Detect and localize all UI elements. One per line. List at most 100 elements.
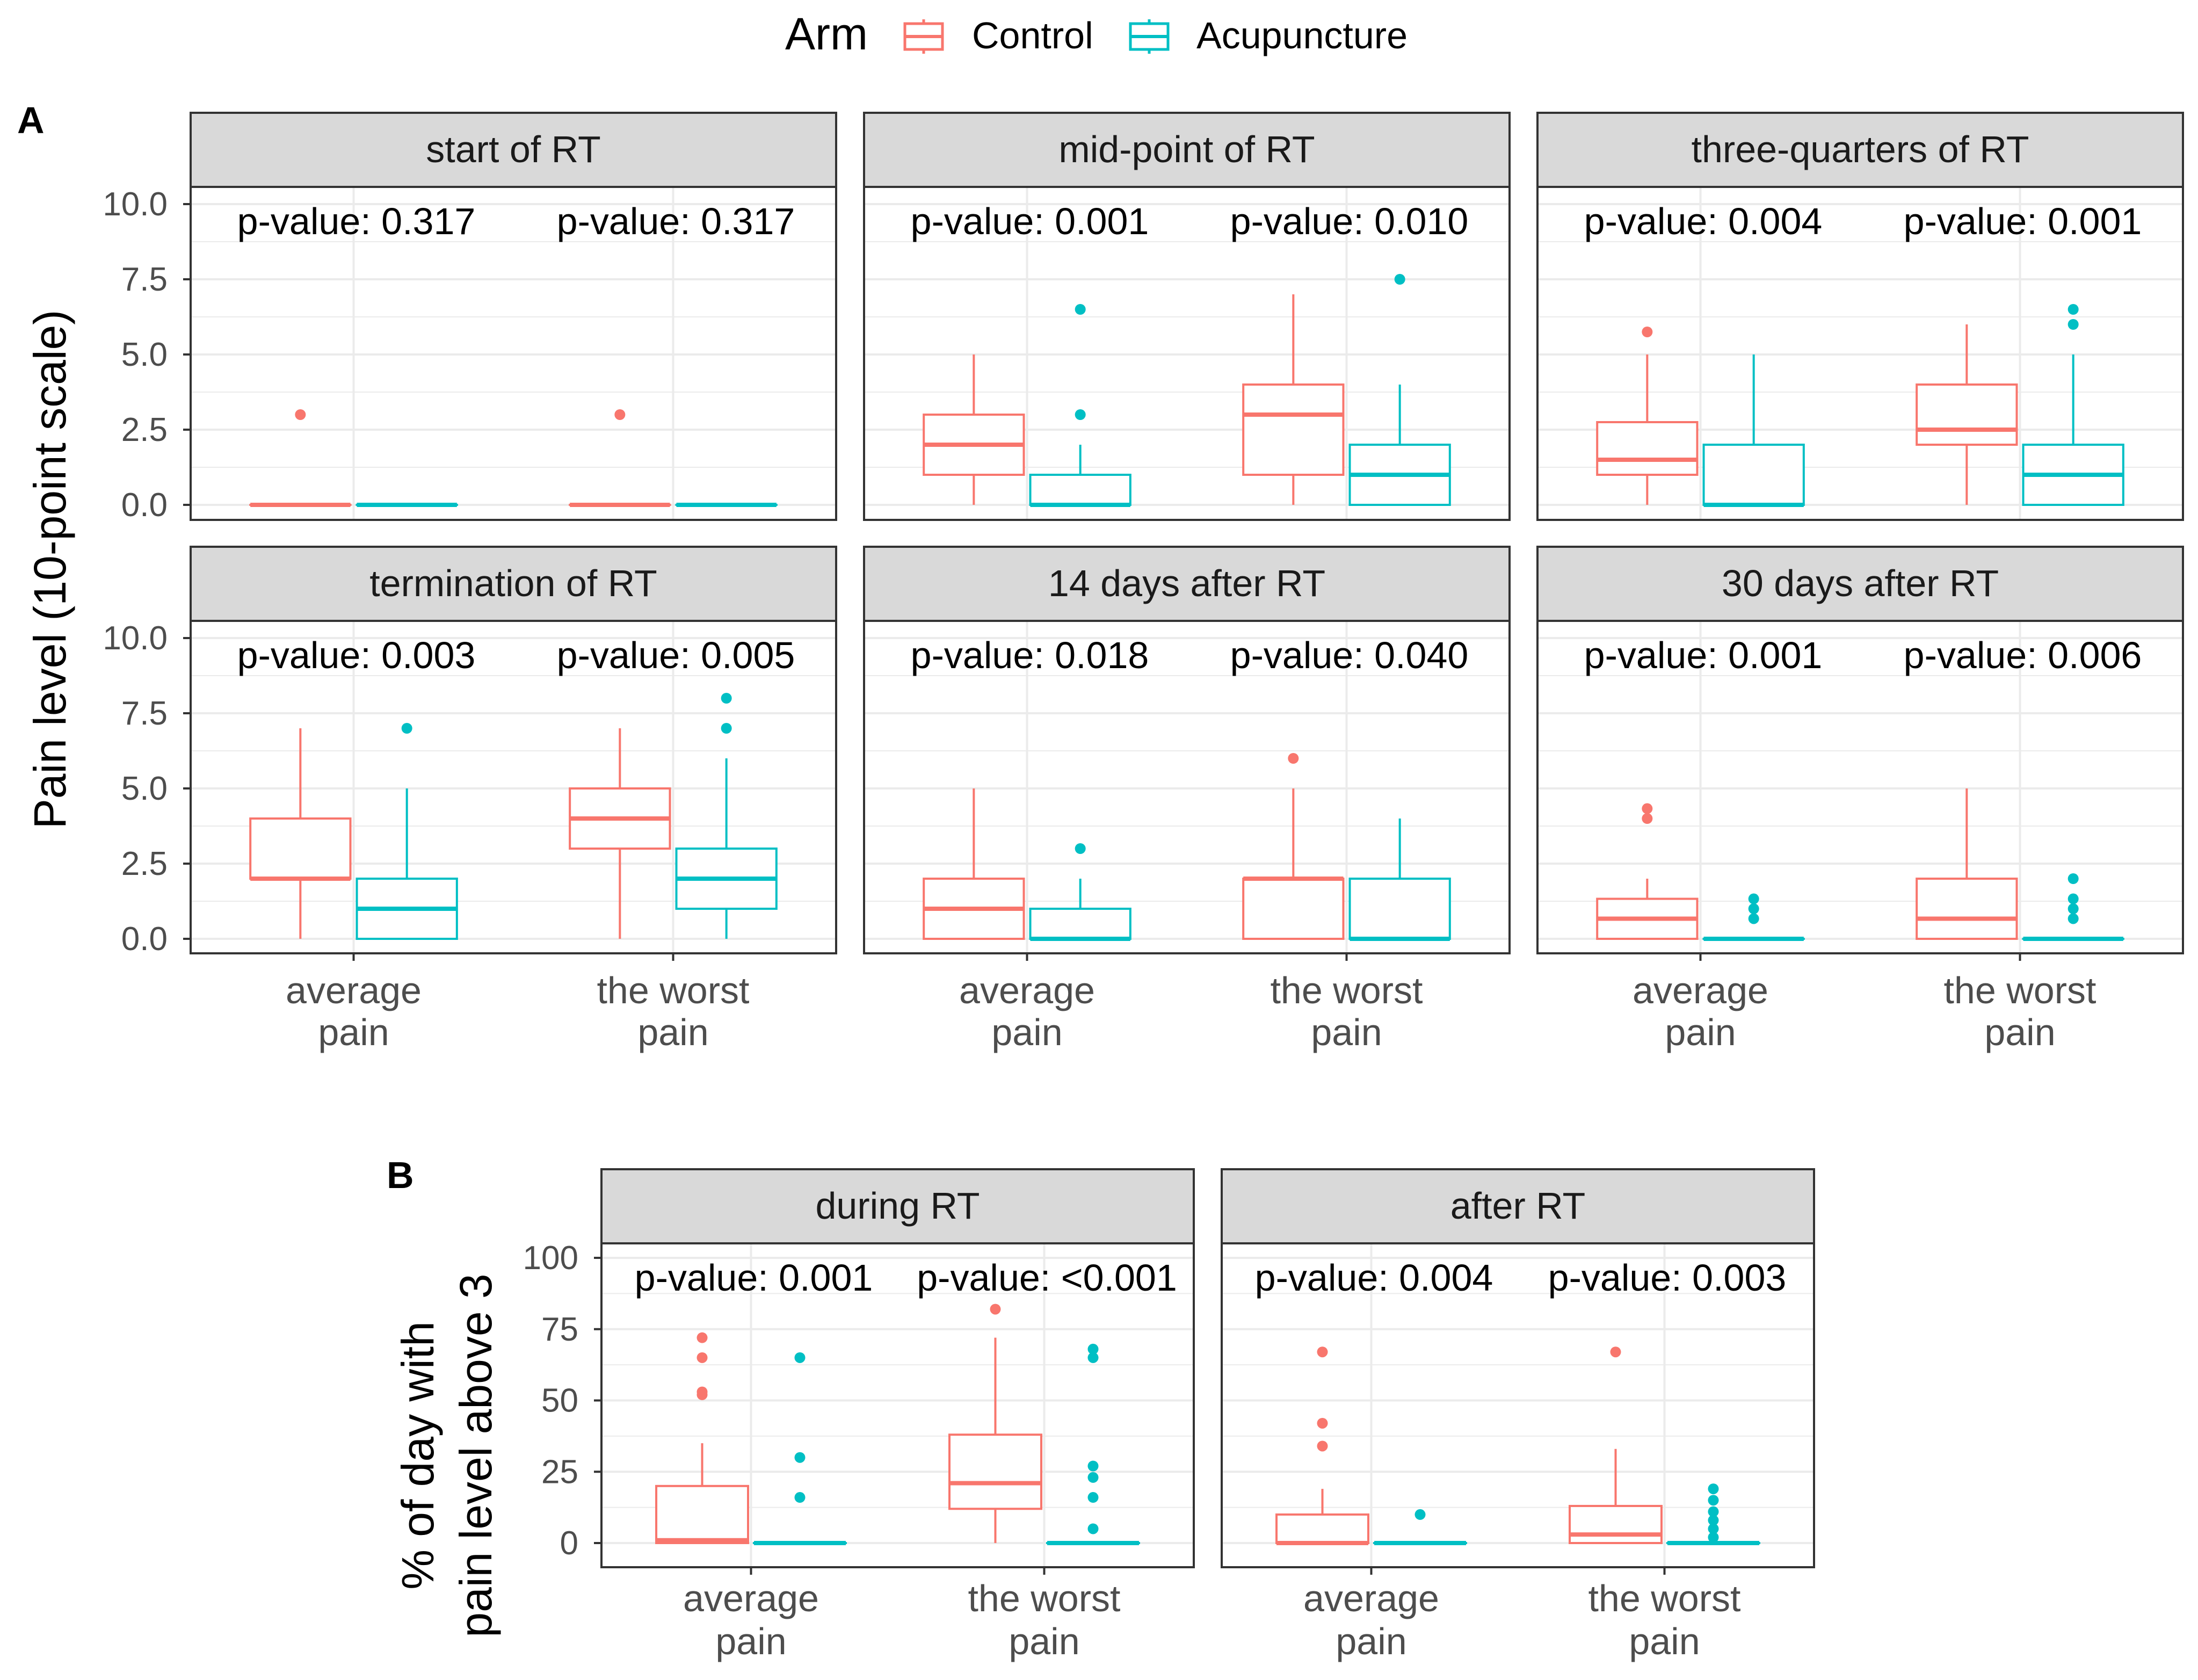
outlier-point [1087,1472,1099,1483]
iqr-box [948,1433,1042,1510]
facet-strip [190,546,837,622]
panel-border [1536,620,2184,954]
x-tick-label: average [1303,1577,1439,1619]
y-tick-label: 25 [541,1453,578,1490]
outlier-point [1087,1460,1099,1472]
outlier-point [1087,1352,1099,1363]
outlier-point [295,409,306,420]
acupuncture-box-average-pain [356,723,458,940]
panel-b-tag: B [387,1154,414,1196]
y-tick-label: 10.0 [103,186,168,223]
iqr-box [1916,383,2018,446]
p-value-label: p-value: 0.006 [1904,634,2142,676]
outlier-point [1642,803,1653,814]
legend-label-acupuncture: Acupuncture [1196,15,1408,56]
y-tick-label: 0 [560,1525,578,1562]
outlier-point [614,409,626,420]
iqr-box [1916,878,2018,940]
outlier-point [1317,1346,1328,1358]
iqr-box [1348,878,1451,940]
facet-strip [863,546,1511,622]
facet-strip-label: three-quarters of RT [1692,128,2029,170]
legend-key-acupuncture [1129,19,1170,54]
outlier-point [1748,913,1759,924]
panel-a-tag: A [17,99,45,141]
outlier-point [697,1352,708,1363]
control-box-average-pain [923,354,1025,505]
p-value-label: p-value: 0.003 [1548,1257,1787,1299]
iqr-box [1596,421,1699,476]
outlier-point [1317,1440,1328,1452]
outlier-point [1708,1532,1719,1543]
acupuncture-box-average-pain [1702,354,1805,507]
iqr-box [1702,444,1805,506]
facet-strip [1536,546,2184,622]
outlier-point [721,693,732,704]
control-box-worst-pain [1242,753,1345,940]
x-tick-label: pain [1629,1620,1700,1662]
y-tick-label: 5.0 [121,336,168,373]
iqr-box [1569,1504,1663,1544]
iqr-box [1029,908,1131,940]
outlier-point [401,723,412,734]
panel-a-y-axis-title: Pain level (10-point scale) [25,310,75,829]
facet-strip-label: during RT [815,1185,980,1227]
facet-14-days-after-rt: 14 days after RT p-value: 0.018 p-value: 0… [863,546,1511,1053]
outlier-point [1087,1492,1099,1503]
x-tick-label: pain [1009,1620,1079,1662]
facet-strip-label: mid-point of RT [1058,128,1315,170]
control-box-worst-pain [1242,294,1345,505]
p-value-label: p-value: 0.001 [911,200,1149,242]
control-box-worst-pain [569,728,671,939]
iqr-box [1275,1513,1369,1544]
y-tick-label: 5.0 [121,770,168,807]
x-tick-label: pain [1665,1011,1736,1053]
outlier-point [1708,1515,1719,1526]
panel-border [863,620,1511,954]
outlier-point [1708,1506,1719,1517]
control-box-worst-pain [1569,1346,1663,1544]
panel-b-y-axis-title-line1: % of day with [393,1321,443,1590]
acupuncture-box-worst-pain [1348,819,1451,941]
legend-label-control: Control [972,15,1093,56]
facet-strip [1221,1168,1815,1244]
p-value-label: p-value: 0.010 [1230,200,1469,242]
x-tick-label: average [286,969,422,1011]
y-tick-label: 2.5 [121,845,168,882]
x-tick-label: the worst [1588,1577,1740,1619]
control-box-worst-pain [569,409,671,507]
facet-strip-label: 14 days after RT [1048,562,1325,604]
outlier-point [1394,274,1405,285]
facet-strip [600,1168,1195,1244]
outlier-point [1610,1346,1621,1358]
outlier-point [2068,873,2079,884]
outlier-point [1317,1417,1328,1429]
outlier-point [697,1332,708,1343]
facet-three-quarters-of-rt: three-quarters of RT p-value: 0.004 p-valu… [1536,112,2184,521]
control-box-average-pain [655,1332,749,1545]
p-value-label: p-value: 0.001 [1904,200,2142,242]
p-value-label: p-value: <0.001 [917,1257,1177,1299]
control-box-average-pain [1596,327,1699,505]
facet-during-rt: during RT p-value: 0.001 p-value: <0.001 0 2… [523,1168,1195,1662]
outlier-point [794,1352,806,1363]
facet-strip [863,112,1511,188]
y-tick-label: 0.0 [121,487,168,524]
iqr-box [1242,878,1345,940]
control-box-worst-pain [1916,788,2018,940]
outlier-point [721,723,732,734]
iqr-box [1242,383,1345,476]
iqr-box [1029,474,1131,506]
control-box-average-pain [923,788,1025,940]
panel-b-y-axis-title-line2: pain level above 3 [451,1273,501,1637]
p-value-label: p-value: 0.005 [557,634,795,676]
y-tick-label: 50 [541,1382,578,1420]
facet-panels: start of RT p-value: 0.317 p-value: 0.317 0… [103,112,2184,1662]
acupuncture-box-worst-pain [1046,1343,1140,1545]
p-value-label: p-value: 0.317 [557,200,795,242]
y-tick-label: 2.5 [121,411,168,448]
outlier-point [1087,1343,1099,1355]
x-tick-label: pain [1984,1011,2055,1053]
facet-mid-point-of-rt: mid-point of RT p-value: 0.001 p-value: 0.… [863,112,1511,521]
